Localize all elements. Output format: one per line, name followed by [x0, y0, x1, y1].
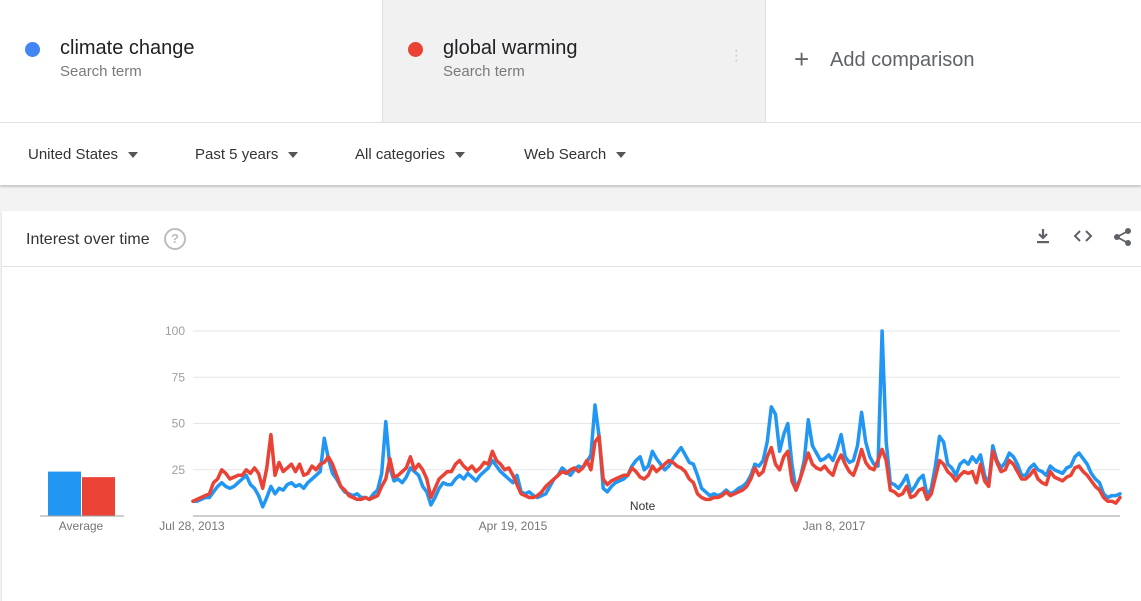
series-line-global-warming [191, 432, 1122, 505]
filters-bar: United States Past 5 years All categorie… [0, 123, 1141, 185]
region-value: United States [28, 146, 119, 163]
search-term-type: Search term [443, 63, 525, 80]
chart-grid [193, 330, 1120, 517]
time-range-value: Past 5 years [195, 146, 279, 163]
time-range-dropdown[interactable]: Past 5 years [195, 146, 299, 163]
caret-down-icon [128, 152, 139, 158]
note-annotation: Note [630, 499, 656, 513]
search-terms-bar: climate change Search term global warmin… [0, 0, 1141, 123]
search-term-name[interactable]: climate change [60, 37, 195, 59]
search-term-card-climate-change[interactable]: climate change Search term [0, 0, 383, 122]
average-bar [48, 471, 81, 516]
card-header: Interest over time ? [2, 211, 1141, 267]
region-dropdown[interactable]: United States [28, 146, 139, 163]
series-color-dot-icon [408, 42, 423, 57]
search-type-value: Web Search [524, 146, 607, 163]
caret-down-icon [288, 152, 299, 158]
embed-icon[interactable] [1073, 227, 1093, 250]
x-tick-label: Jan 8, 2017 [803, 519, 866, 533]
search-term-name[interactable]: global warming [443, 37, 578, 59]
average-bar [82, 477, 115, 516]
caret-down-icon [616, 152, 627, 158]
card-title: Interest over time [26, 231, 150, 248]
more-options-icon[interactable]: · · · [733, 42, 739, 69]
help-icon[interactable]: ? [164, 228, 186, 250]
x-tick-label: Apr 19, 2015 [479, 519, 548, 533]
search-term-type: Search term [60, 63, 142, 80]
average-bars [40, 471, 124, 517]
search-term-card-global-warming[interactable]: global warming Search term · · · [383, 0, 766, 122]
y-tick-label: 100 [165, 324, 185, 338]
average-label: Average [59, 519, 104, 533]
search-type-dropdown[interactable]: Web Search [524, 146, 627, 163]
interest-over-time-card: Interest over time ? [2, 211, 1141, 601]
caret-down-icon [455, 152, 466, 158]
series-color-dot-icon [25, 42, 40, 57]
y-tick-label: 50 [172, 417, 186, 431]
category-dropdown[interactable]: All categories [355, 146, 466, 163]
y-tick-label: 25 [172, 463, 186, 477]
chart-labels: 25 50 75 100 Jul 28, 2013 Apr 19, 2015 Jan 8, … [59, 324, 866, 533]
category-value: All categories [355, 146, 446, 163]
download-icon[interactable] [1034, 227, 1052, 250]
y-tick-label: 75 [172, 370, 186, 384]
chart-lines [191, 329, 1122, 509]
add-comparison-button[interactable]: + Add comparison [766, 0, 1141, 122]
x-tick-label: Jul 28, 2013 [159, 519, 225, 533]
share-icon[interactable] [1113, 227, 1133, 252]
add-comparison-label: Add comparison [830, 49, 975, 71]
series-line-climate-change [191, 329, 1122, 509]
plus-icon: + [794, 44, 810, 74]
